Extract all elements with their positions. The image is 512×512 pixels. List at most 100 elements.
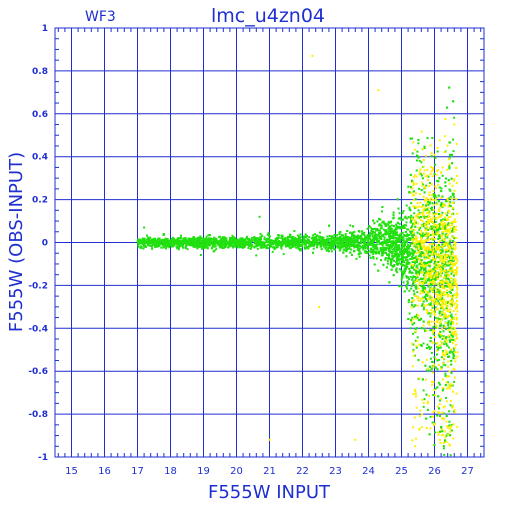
data-point xyxy=(436,386,439,389)
data-point xyxy=(301,245,304,248)
data-point xyxy=(411,236,414,239)
data-point xyxy=(373,239,376,242)
data-point xyxy=(441,283,443,286)
data-point xyxy=(245,242,248,245)
data-point xyxy=(359,252,362,255)
data-point xyxy=(425,216,428,218)
data-point xyxy=(296,242,299,245)
data-point xyxy=(425,294,428,297)
data-point xyxy=(208,237,211,240)
data-point xyxy=(287,242,290,245)
data-point xyxy=(211,238,214,241)
data-point xyxy=(277,234,280,237)
data-point xyxy=(411,278,414,281)
data-point xyxy=(314,235,317,238)
data-point xyxy=(449,434,452,437)
data-point xyxy=(433,228,436,231)
data-point xyxy=(396,234,399,237)
data-point xyxy=(339,238,342,241)
data-point xyxy=(439,227,442,230)
data-point xyxy=(353,250,356,253)
data-point xyxy=(451,229,454,232)
data-point xyxy=(378,233,381,235)
data-point xyxy=(287,239,290,242)
data-point xyxy=(349,224,352,227)
data-point xyxy=(438,213,440,216)
data-point xyxy=(241,246,244,249)
data-point xyxy=(344,233,347,235)
data-point xyxy=(376,233,379,236)
data-point xyxy=(200,239,203,242)
data-point xyxy=(408,278,411,281)
data-point xyxy=(306,240,309,243)
data-point xyxy=(154,246,157,249)
data-point xyxy=(417,270,419,273)
data-point xyxy=(281,234,284,237)
data-point xyxy=(306,242,309,244)
data-point xyxy=(406,259,409,262)
data-point xyxy=(346,236,349,239)
data-point xyxy=(428,303,431,306)
data-point xyxy=(386,254,389,256)
data-point xyxy=(449,141,452,144)
data-points xyxy=(136,54,459,457)
data-point xyxy=(413,293,416,296)
data-point xyxy=(414,198,417,201)
data-point xyxy=(422,183,424,186)
data-point xyxy=(429,234,432,236)
data-point xyxy=(434,221,437,223)
data-point xyxy=(406,252,408,255)
data-point xyxy=(437,359,440,361)
data-point xyxy=(317,239,320,242)
data-point xyxy=(437,230,440,233)
data-point xyxy=(382,249,385,252)
data-point xyxy=(350,238,353,241)
data-point xyxy=(358,242,361,245)
data-point xyxy=(387,256,390,259)
data-point xyxy=(389,243,392,246)
data-point xyxy=(356,245,358,248)
data-point xyxy=(348,240,351,243)
data-point xyxy=(404,242,406,245)
data-point xyxy=(398,259,401,262)
data-point xyxy=(420,304,423,307)
data-point xyxy=(156,240,159,243)
data-point xyxy=(232,241,235,244)
data-point xyxy=(428,347,431,350)
data-point xyxy=(145,242,148,244)
data-point xyxy=(437,235,440,238)
data-point xyxy=(167,241,170,244)
data-point xyxy=(384,258,387,261)
data-point xyxy=(430,283,433,286)
data-point xyxy=(415,221,418,224)
data-point xyxy=(407,185,410,188)
data-point xyxy=(278,240,281,242)
data-point xyxy=(193,240,196,243)
data-point xyxy=(207,234,210,237)
data-point xyxy=(378,239,380,242)
data-point xyxy=(413,234,415,236)
data-point xyxy=(452,193,455,196)
data-point xyxy=(384,231,387,234)
data-point xyxy=(176,247,179,250)
data-point xyxy=(421,233,424,236)
data-point xyxy=(259,232,262,235)
data-point xyxy=(328,245,331,248)
data-point xyxy=(232,246,235,249)
data-point xyxy=(395,223,398,226)
data-point xyxy=(418,159,421,162)
data-point xyxy=(406,244,409,247)
data-point xyxy=(186,248,189,251)
data-point xyxy=(284,238,287,241)
data-point xyxy=(445,200,448,203)
data-point xyxy=(166,240,169,242)
data-point xyxy=(405,275,408,278)
data-point xyxy=(441,249,444,252)
data-point xyxy=(364,250,367,253)
data-point xyxy=(291,241,294,244)
data-point xyxy=(234,237,236,240)
data-point xyxy=(385,266,388,269)
data-point xyxy=(420,161,423,164)
data-point xyxy=(428,365,431,368)
data-point xyxy=(452,353,455,355)
